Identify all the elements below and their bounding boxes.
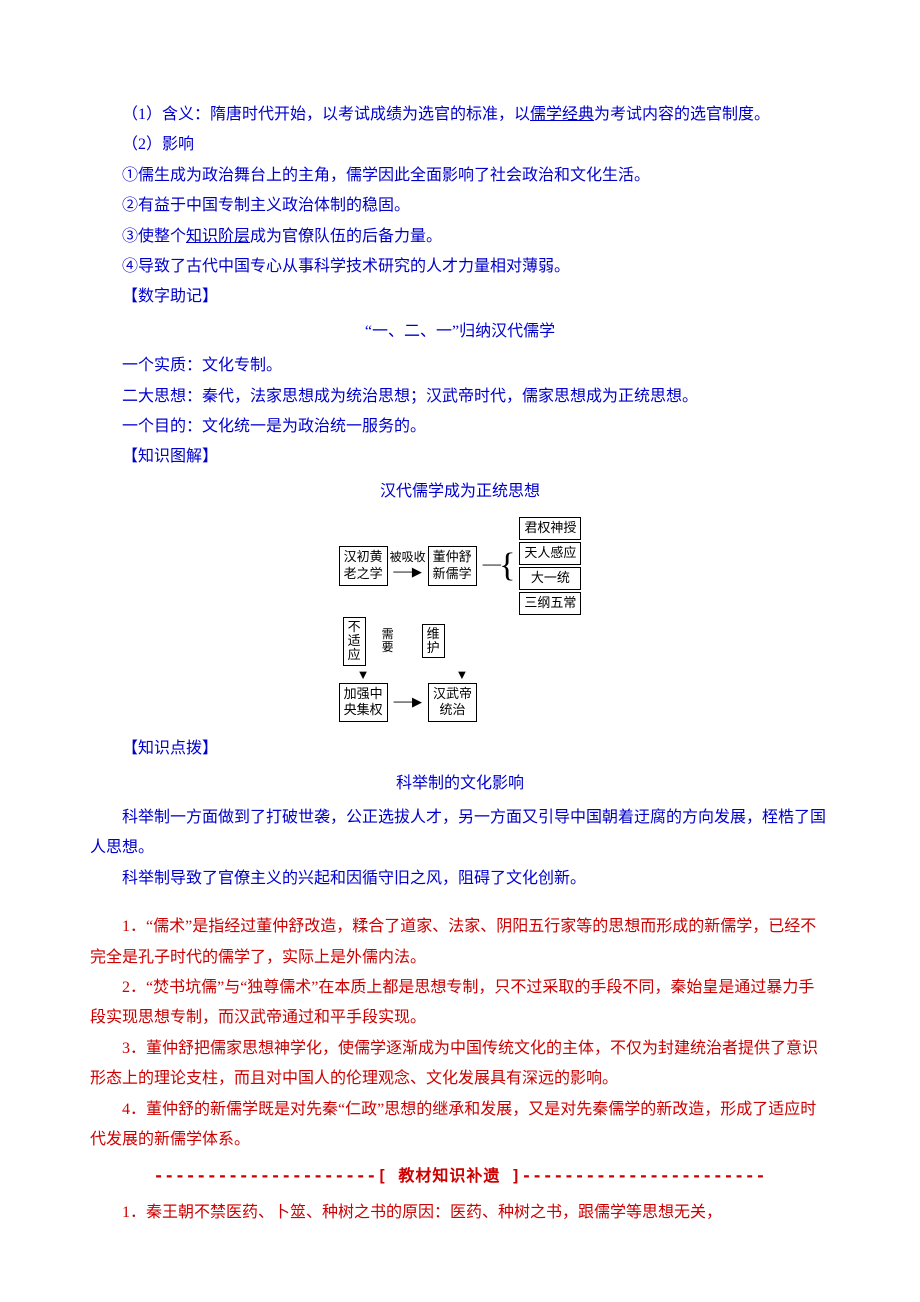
box-weihu: 维 护 [422, 624, 445, 659]
box-hanchu: 汉初黄 老之学 [339, 546, 388, 586]
tujie-title: 汉代儒学成为正统思想 [90, 477, 830, 507]
arrow-right-icon: ──▶ [393, 564, 421, 581]
red-p1: 1．“儒术”是指经过董仲舒改造，糅合了道家、法家、阴阳五行家等的思想而形成的新儒… [90, 912, 830, 973]
label-xuyao: 需 要 [382, 628, 394, 654]
box-dayitong: 大一统 [519, 567, 581, 590]
separator-line: ---------------------[ 教材知识补遗 ]---------… [90, 1161, 830, 1191]
text: 为考试内容的选官制度。 [594, 106, 770, 123]
diagram-row-1: 汉初黄 老之学 被吸收 ──▶ 董仲舒 新儒学 ── { 君权神授 天人感应 大… [339, 517, 582, 615]
arrow-right-icon: ──▶ [394, 694, 422, 711]
dianbo-title: 科举制的文化影响 [90, 769, 830, 799]
bracket-icon: { [499, 549, 515, 583]
para-effect-head: （2）影响 [90, 130, 830, 160]
para-effect-3: ③使整个知识阶层成为官僚队伍的后备力量。 [90, 222, 830, 252]
page: （1）含义：隋唐时代开始，以考试成绩为选官的标准，以儒学经典为考试内容的选官制度… [0, 0, 920, 1302]
label-digit: 【数字助记】 [90, 282, 830, 312]
digit-title: “一、二、一”归纳汉代儒学 [90, 317, 830, 347]
digit-line-3: 一个目的：文化统一是为政治统一服务的。 [90, 412, 830, 442]
xuyao-bottom: 要 [382, 641, 394, 654]
box-hanwu: 汉武帝 统治 [428, 683, 477, 723]
red-p5: 1．秦王朝不禁医药、卜筮、种树之书的原因：医药、种树之书，跟儒学等思想无关， [90, 1198, 830, 1228]
label-dianbo: 【知识点拨】 [90, 734, 830, 764]
box-sangang: 三纲五常 [519, 592, 581, 615]
arrow-down-icon: ▼ [357, 668, 370, 681]
underline-zsjc: 知识阶层 [186, 228, 250, 245]
red-p4: 4．董仲舒的新儒学既是对先秦“仁政”思想的继承和发展，又是对先秦儒学的新改造，形… [90, 1095, 830, 1156]
diagram-row-2: 不 适 应 需 要 维 护 [343, 617, 582, 666]
para-effect-2: ②有益于中国专制主义政治体制的稳固。 [90, 191, 830, 221]
label-tujie: 【知识图解】 [90, 442, 830, 472]
diagram-row-3: 加强中 央集权 ──▶ 汉武帝 统治 [339, 683, 582, 723]
para-effect-4: ④导致了古代中国专心从事科学技术研究的人才力量相对薄弱。 [90, 252, 830, 282]
dianbo-p2: 科举制导致了官僚主义的兴起和因循守旧之风，阻碍了文化创新。 [90, 864, 830, 894]
red-p2: 2．“焚书坑儒”与“独尊儒术”在本质上都是思想专制，只不过采取的手段不同，秦始皇… [90, 973, 830, 1034]
text: 成为官僚队伍的后备力量。 [250, 228, 442, 245]
arrow-beixishou: 被吸收 ──▶ [390, 551, 426, 581]
right-box-stack: 君权神授 天人感应 大一统 三纲五常 [519, 517, 581, 615]
underline-rxjd: 儒学经典 [530, 106, 594, 123]
diagram-wrap: 汉初黄 老之学 被吸收 ──▶ 董仲舒 新儒学 ── { 君权神授 天人感应 大… [90, 515, 830, 724]
sep-left: --------------------- [154, 1166, 377, 1185]
sep-right: ----------------------- [522, 1166, 767, 1185]
box-dong: 董仲舒 新儒学 [428, 546, 477, 586]
red-p3: 3．董仲舒把儒家思想神学化，使儒学逐渐成为中国传统文化的主体，不仅为封建统治者提… [90, 1034, 830, 1095]
sep-label: [ 教材知识补遗 ] [377, 1166, 522, 1185]
digit-line-2: 二大思想：秦代，法家思想成为统治思想；汉武帝时代，儒家思想成为正统思想。 [90, 382, 830, 412]
box-jiaqiang: 加强中 央集权 [339, 683, 388, 723]
diagram-connectors: ▼ ▼ [357, 668, 582, 681]
box-tianren: 天人感应 [519, 542, 581, 565]
arrow-label-beixishou: 被吸收 [390, 551, 426, 564]
dianbo-p1: 科举制一方面做到了打破世袭，公正选拔人才，另一方面又引导中国朝着迂腐的方向发展，… [90, 803, 830, 864]
text: （1）含义：隋唐时代开始，以考试成绩为选官的标准，以 [122, 106, 530, 123]
para-meaning: （1）含义：隋唐时代开始，以考试成绩为选官的标准，以儒学经典为考试内容的选官制度… [90, 100, 830, 130]
box-junquan: 君权神授 [519, 517, 581, 540]
digit-line-1: 一个实质：文化专制。 [90, 351, 830, 381]
box-buadapt: 不 适 应 [343, 617, 366, 666]
spacer [90, 894, 830, 912]
concept-diagram: 汉初黄 老之学 被吸收 ──▶ 董仲舒 新儒学 ── { 君权神授 天人感应 大… [339, 515, 582, 724]
text: ③使整个 [122, 228, 186, 245]
para-effect-1: ①儒生成为政治舞台上的主角，儒学因此全面影响了社会政治和文化生活。 [90, 161, 830, 191]
arrow-down-icon: ▼ [455, 668, 468, 681]
